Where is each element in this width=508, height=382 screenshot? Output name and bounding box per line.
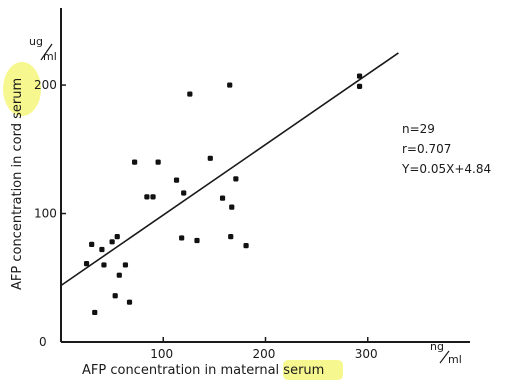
data-point [101,262,107,268]
x-tick-label: 200 [253,347,276,361]
xlabel-highlight-mark [283,360,343,380]
data-point [243,243,249,249]
data-point [194,237,200,244]
x-axis-title-suffix: serum [279,363,324,378]
data-point [233,176,239,182]
x-unit-top: ng [430,340,444,353]
data-point [229,204,235,210]
stat-r: r=0.707 [402,142,451,156]
x-unit-bottom: ml [448,353,462,366]
regression [60,52,399,287]
y-axis-title-highlight: cord [10,123,25,151]
x-axis-title-prefix: AFP concentration in [82,363,221,378]
y-unit-slash [40,43,53,61]
data-point [89,241,95,247]
x-axis-title-highlight: maternal [221,363,280,378]
data-point [356,73,363,79]
x-unit-label: ng ml [430,340,462,366]
y-unit-bottom: ml [43,50,57,63]
data-point [227,82,233,88]
y-axis-title-suffix: serum [10,78,25,123]
data-point [181,190,187,196]
data-point [99,246,105,253]
x-axis-title: AFP concentration in maternal serum [82,363,324,378]
data-point [126,299,133,305]
data-point [187,91,193,97]
data-point [228,234,234,240]
x-unit-slash [439,350,450,364]
data-point [92,309,98,316]
stat-equation: Y=0.05X+4.84 [401,162,491,176]
y-tick-label: 200 [34,78,57,92]
data-point [179,235,185,241]
data-point [116,272,122,278]
y-axis-title-prefix: AFP concentration in [10,152,25,291]
y-unit-top: ug [29,35,43,48]
data-point [173,177,180,183]
stat-n: n=29 [402,122,435,136]
y-tick-label: 100 [34,207,57,221]
data-points [83,73,363,316]
data-point [112,293,118,299]
stats-block: n=29 r=0.707 Y=0.05X+4.84 [401,122,491,176]
data-point [122,262,129,268]
y-unit-label: ug ml [29,35,57,63]
data-point [114,234,120,240]
x-tick-label: 100 [150,347,173,361]
data-point [144,194,150,200]
ylabel-highlight-mark [3,62,41,116]
x-tick-label: 0 [39,335,47,349]
ticks: 0 100 200 300 100 200 [34,78,378,361]
x-tick-label: 300 [355,347,378,361]
data-point [155,159,161,165]
data-point [207,155,213,161]
data-point [356,83,363,89]
data-point [109,239,115,245]
data-point [219,195,226,201]
data-point [83,261,90,267]
y-axis-title: AFP concentration in cord serum [10,78,25,290]
data-point [132,159,138,165]
data-point [150,194,156,200]
regression-line [60,52,399,287]
